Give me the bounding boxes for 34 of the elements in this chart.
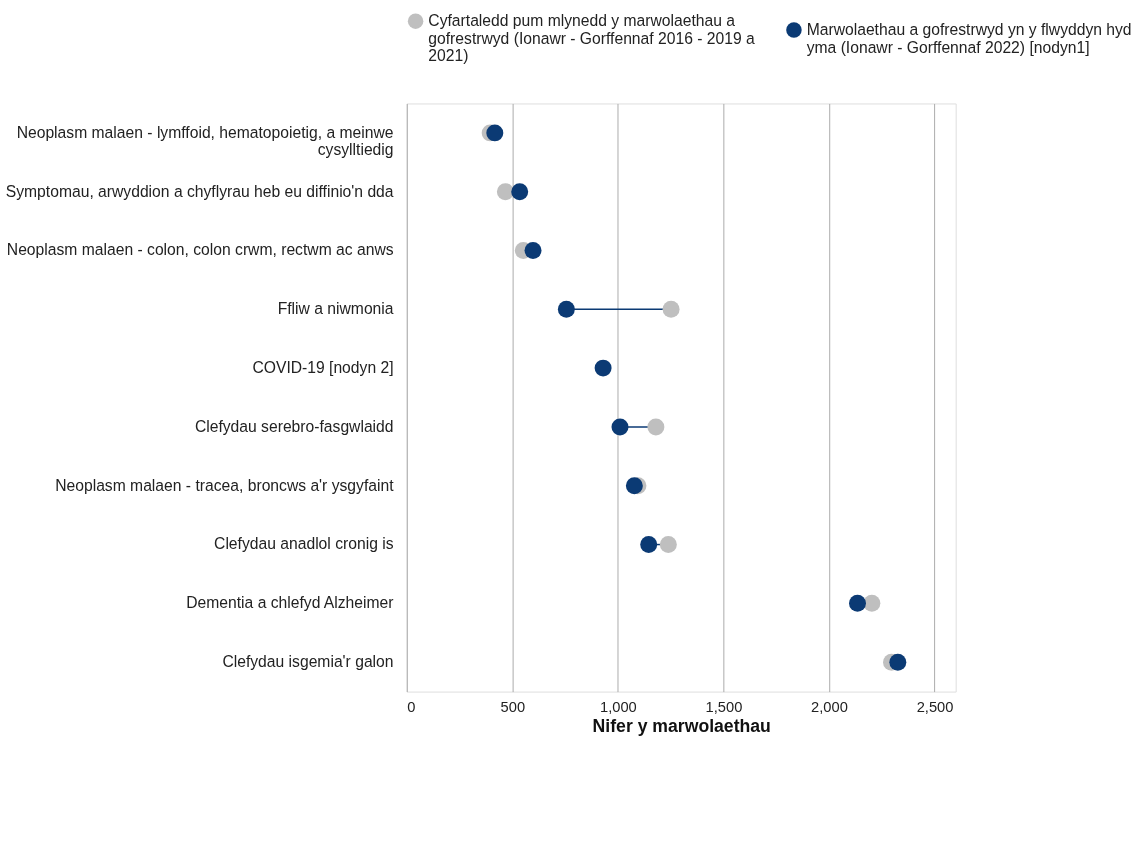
x-axis-title: Nifer y marwolaethau xyxy=(592,716,771,737)
point xyxy=(863,594,881,612)
point xyxy=(625,477,643,495)
y-tick-label: Neoplasm malaen - tracea, broncws a'r ysgyfaint xyxy=(55,476,395,494)
point xyxy=(611,418,629,436)
x-tick-label: 500 xyxy=(500,698,526,715)
x-tick-label: 2,000 xyxy=(811,698,848,715)
y-tick-label: Clefydau anadlol cronig is xyxy=(214,535,394,553)
x-tick-label: 1,000 xyxy=(599,698,637,715)
y-tick-label: Neoplasm malaen - lymffoid, hematopoietig, a meinwe cysylltiedig xyxy=(16,123,394,159)
y-tick-label: Clefydau serebro-fasgwlaidd xyxy=(194,417,394,435)
y-tick-label: Neoplasm malaen - colon, colon crwm, rectwm ac anws xyxy=(6,241,394,259)
y-tick-label: Dementia a chlefyd Alzheimer xyxy=(186,594,394,612)
point xyxy=(511,183,529,201)
y-tick-label: Ffliw a niwmonia xyxy=(277,300,394,318)
point xyxy=(496,183,514,201)
point xyxy=(647,418,665,436)
x-tick-label: 2,500 xyxy=(916,698,954,715)
point xyxy=(659,536,677,554)
y-tick-label: COVID-19 [nodyn 2] xyxy=(252,359,394,377)
point xyxy=(594,359,612,377)
y-tick-label: Symptomau, arwyddion a chyflyrau heb eu diffinio'n dda xyxy=(5,182,394,200)
point xyxy=(849,594,866,612)
point xyxy=(524,242,542,259)
point xyxy=(486,124,504,142)
point xyxy=(640,536,658,554)
x-tick-label: 0 xyxy=(407,698,416,715)
point xyxy=(889,653,907,671)
x-tick-label: 1,500 xyxy=(705,698,743,715)
point xyxy=(557,300,575,318)
point xyxy=(662,300,680,318)
legend-label: Marwolaethau a gofrestrwyd yn y flwyddyn hyd yma (Ionawr - Gorffennaf 2022) [nodyn1] xyxy=(806,20,1132,56)
legend-label: Cyfartaledd pum mlynedd y marwolaethau a gofrestrwyd (Ionawr - Gorffennaf 2016 - 2019 a 2021) xyxy=(428,12,755,65)
y-tick-label: Clefydau isgemia'r galon xyxy=(222,653,394,671)
